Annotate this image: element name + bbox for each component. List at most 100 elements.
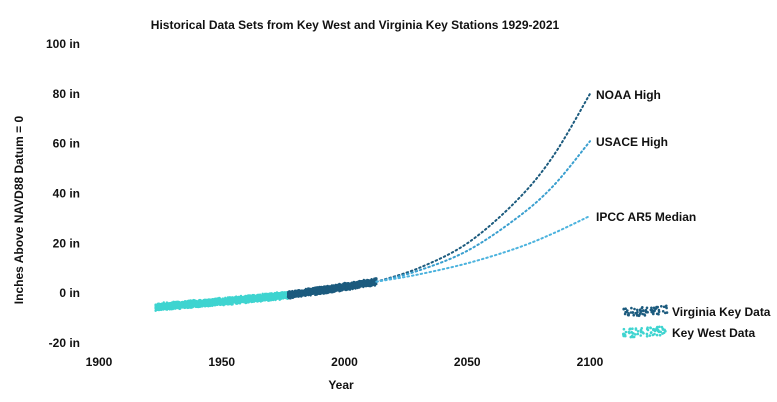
key-west-data-point [191, 303, 195, 306]
virginia-key-data-point [309, 288, 313, 291]
key-west-data-point [176, 306, 179, 309]
noaa-high-curve [375, 92, 591, 283]
virginia-key-data-point [368, 280, 371, 284]
key-west-data-point [160, 308, 163, 311]
key-west-data-point [189, 306, 192, 309]
key-west-data-point [284, 294, 288, 297]
virginia-key-data-point [342, 284, 345, 287]
key-west-data-point [278, 296, 281, 299]
key-west-data-point [193, 299, 197, 302]
usace-high-curve [375, 140, 591, 283]
key-west-data-point [238, 299, 242, 303]
virginia-key-data-point [360, 283, 363, 286]
virginia-key-data-point [350, 286, 353, 289]
key-west-data-point [264, 297, 268, 301]
key-west-data-point [265, 294, 269, 297]
observed-data-points [154, 277, 378, 312]
key-west-data-point [183, 303, 186, 306]
key-west-data-point [176, 300, 179, 303]
key-west-data-point [164, 304, 167, 307]
ipcc-ar5-median-label: IPCC AR5 Median [596, 210, 696, 224]
key-west-data-point [203, 303, 206, 307]
key-west-data-point [208, 300, 211, 304]
y-tick-label: 0 in [59, 286, 80, 300]
virginia-key-data-point [310, 291, 314, 294]
x-tick-label: 1950 [208, 355, 235, 369]
key-west-data-point [284, 291, 287, 294]
key-west-data-point [234, 300, 237, 303]
key-west-data-point [156, 308, 159, 311]
virginia-key-data-point [298, 293, 301, 296]
key-west-data-point [245, 296, 248, 300]
key-west-data-point [234, 298, 237, 301]
y-tick-label: -20 in [49, 336, 80, 350]
virginia-key-data-point [357, 280, 360, 283]
key-west-data-point [181, 300, 184, 304]
virginia-key-data-point [304, 294, 307, 297]
key-west-data-point [262, 293, 266, 297]
key-west-data-point [169, 305, 172, 308]
key-west-data-point [249, 298, 252, 302]
key-west-data-point [273, 293, 277, 297]
virginia-key-data-point [353, 281, 357, 284]
key-west-data-point [235, 302, 238, 305]
key-west-data-point [280, 292, 283, 295]
key-west-data-point [235, 296, 238, 299]
virginia-key-data-point [355, 283, 358, 286]
ipcc-ar5-median-curve [375, 214, 591, 283]
legend-label: Virginia Key Data [672, 305, 771, 319]
virginia-key-data-point [313, 286, 316, 289]
virginia-key-data-point [356, 286, 359, 290]
key-west-data-point [178, 303, 181, 307]
key-west-data-point [277, 292, 280, 295]
key-west-data-point [184, 301, 187, 304]
key-west-data-point [221, 297, 225, 300]
virginia-key-data-point [287, 293, 291, 296]
key-west-data-point [269, 297, 273, 300]
key-west-data-point [178, 306, 181, 309]
key-west-data-point [221, 300, 224, 303]
virginia-key-data-point [371, 281, 375, 285]
virginia-key-data-point [294, 290, 297, 293]
key-west-data-point [282, 296, 286, 299]
virginia-key-data-point [323, 285, 327, 288]
virginia-key-data-point [345, 282, 349, 285]
key-west-data-point [169, 302, 172, 305]
key-west-data-point [219, 299, 223, 302]
legend: Virginia Key Data Key West Data [622, 304, 771, 340]
virginia-key-data-point [338, 284, 341, 287]
virginia-key-data-point [300, 290, 303, 293]
key-west-data-point [186, 306, 189, 310]
virginia-key-data-points [286, 277, 378, 300]
key-west-data-point [198, 303, 202, 306]
key-west-data-point [222, 302, 226, 305]
key-west-data-point [156, 305, 159, 309]
virginia-key-data-point [353, 283, 356, 287]
projection-curves [375, 92, 591, 283]
y-tick-label: 20 in [53, 236, 80, 250]
legend-swatch [622, 304, 669, 318]
key-west-data-point [240, 296, 243, 300]
virginia-key-data-point [307, 292, 311, 295]
virginia-key-data-point [336, 287, 339, 290]
key-west-data-point [200, 303, 204, 307]
virginia-key-data-point [323, 291, 326, 295]
key-west-data-point [251, 297, 254, 300]
key-west-data-point [162, 301, 165, 304]
key-west-data-point [256, 297, 259, 300]
key-west-data-point [252, 298, 256, 301]
virginia-key-data-point [320, 290, 323, 294]
key-west-data-point [232, 297, 235, 300]
legend-item-virginia-key-data: Virginia Key Data [622, 304, 771, 319]
legend-item-key-west-data: Key West Data [622, 325, 755, 340]
virginia-key-data-point [303, 289, 306, 293]
key-west-data-point [227, 302, 231, 305]
key-west-data-point [168, 307, 172, 310]
key-west-data-point [191, 300, 194, 303]
virginia-key-data-point [291, 296, 294, 299]
key-west-data-point [256, 300, 260, 303]
virginia-key-data-point [328, 287, 331, 291]
virginia-key-data-point [323, 288, 326, 291]
virginia-key-data-point [315, 290, 318, 293]
virginia-key-data-point [364, 279, 367, 283]
